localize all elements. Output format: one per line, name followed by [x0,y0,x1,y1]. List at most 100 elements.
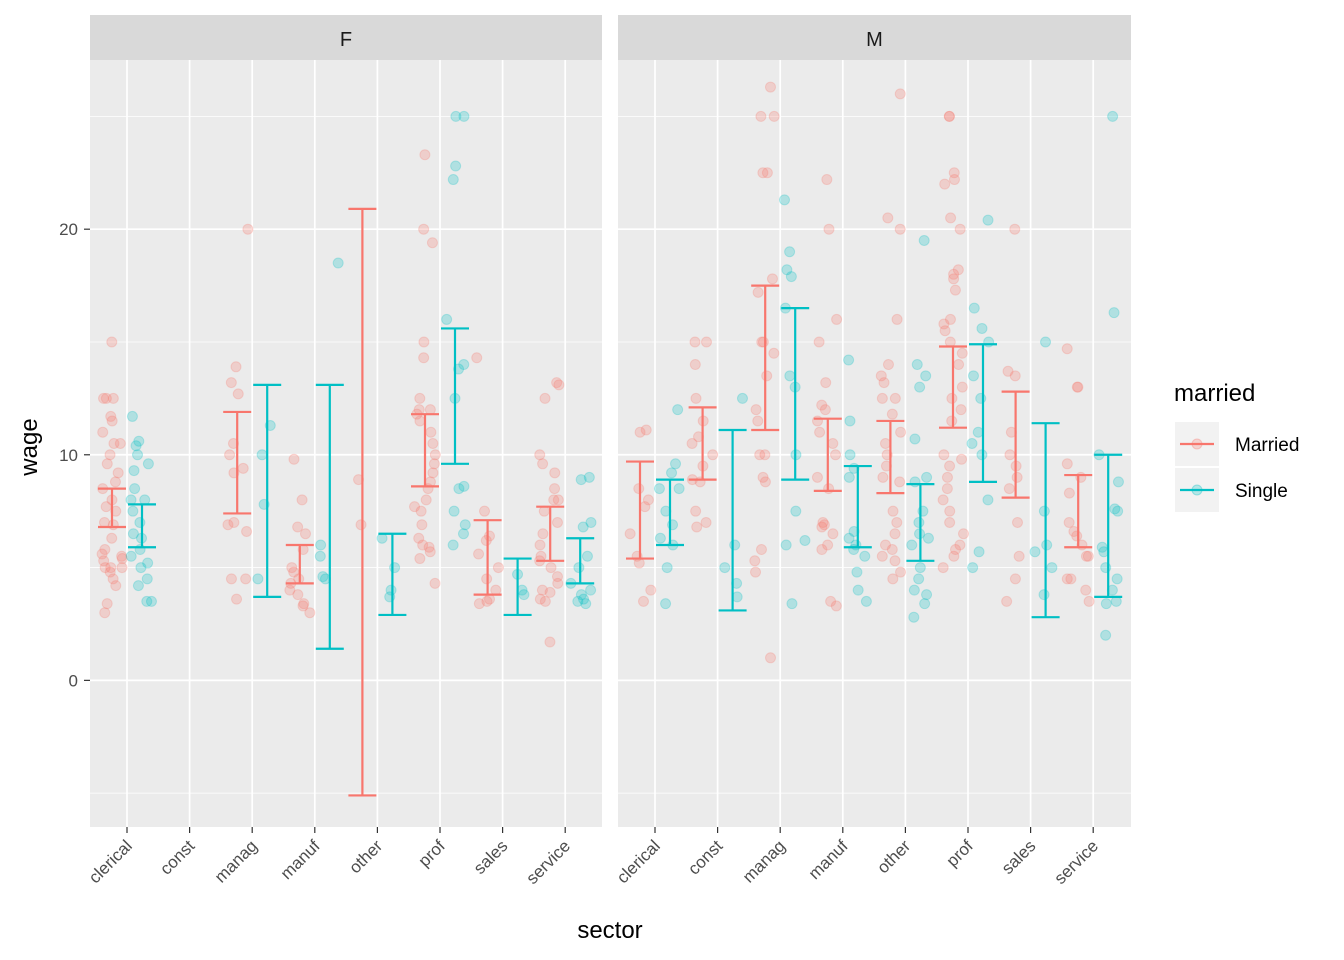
errorbar [503,557,532,617]
data-point [759,449,771,461]
data-point [879,539,891,551]
data-point [545,562,557,574]
data-point [891,313,903,325]
errorbar [128,503,156,549]
data-point [757,471,769,483]
data-point [101,458,113,470]
data-point [966,438,978,449]
data-point [427,467,439,479]
data-point [125,550,137,562]
data-point [887,573,899,585]
data-point [956,381,968,393]
data-point [948,167,960,179]
data-point [97,426,109,438]
x-tick-label: clerical [85,836,136,887]
data-point [784,370,796,382]
data-point [100,392,112,404]
data-point [537,458,549,470]
data-point [944,460,956,472]
data-point [859,550,871,562]
data-point [945,212,957,224]
errorbar [656,478,684,547]
data-point [1100,598,1112,610]
data-point [821,174,833,186]
data-point [889,392,901,404]
data-point [133,435,145,447]
data-point [851,566,863,578]
data-point [288,453,300,465]
data-point [879,438,891,449]
errorbar [876,419,905,495]
data-point [922,532,934,544]
data-point [473,548,485,560]
y-axis-title: wage [16,418,43,476]
data-point [895,566,907,578]
data-point [575,474,587,486]
data-point [418,223,430,235]
data-point [790,505,802,517]
data-point [99,544,111,556]
errorbar [566,537,595,585]
data-point [875,370,887,382]
data-point [106,415,118,427]
data-point [317,571,329,583]
data-point [1071,381,1083,393]
facet-panel-F: F [90,15,602,827]
data-point [553,379,565,391]
facet-strip [90,15,602,60]
data-point [749,555,761,567]
data-point [1011,471,1023,483]
data-point [954,539,966,551]
data-point [104,566,116,578]
data-point [114,438,126,449]
data-point [256,449,268,461]
data-point [110,505,122,517]
data-point [799,535,811,547]
data-point [1063,487,1075,499]
x-tick-label: manuf [805,836,852,883]
data-point [700,336,712,348]
facet-panel-M: M [618,15,1131,827]
data-point [913,573,925,585]
errorbar [223,410,252,515]
x-tick-label: prof [415,836,449,870]
data-point [575,589,587,601]
data-point [237,462,249,474]
data-point [418,336,430,348]
data-point [954,223,966,235]
data-point [1038,505,1050,517]
data-point [1082,550,1094,562]
data-point [830,449,842,461]
data-point [1112,505,1124,517]
data-point [577,521,589,533]
data-point [766,273,778,285]
data-point [661,562,673,574]
facet-label: M [866,29,883,51]
data-point [441,313,453,325]
data-point [848,525,860,537]
errorbar [939,345,967,429]
errorbar [1094,453,1123,599]
data-point [844,449,856,461]
data-point [332,257,344,269]
data-point [1108,307,1120,319]
data-point [919,598,931,610]
data-point [830,600,842,612]
data-point [825,595,837,607]
data-point [1100,629,1112,641]
data-point [761,167,773,179]
data-point [481,595,493,607]
data-point [843,354,855,366]
data-point [937,562,949,574]
data-point [479,505,491,517]
data-point [128,465,140,477]
data-point [583,471,595,483]
errorbar [718,428,747,612]
data-point [894,476,906,488]
data-point [1012,516,1024,528]
data-point [937,494,949,506]
data-point [640,424,652,436]
data-point [539,595,551,607]
data-point [420,494,432,506]
